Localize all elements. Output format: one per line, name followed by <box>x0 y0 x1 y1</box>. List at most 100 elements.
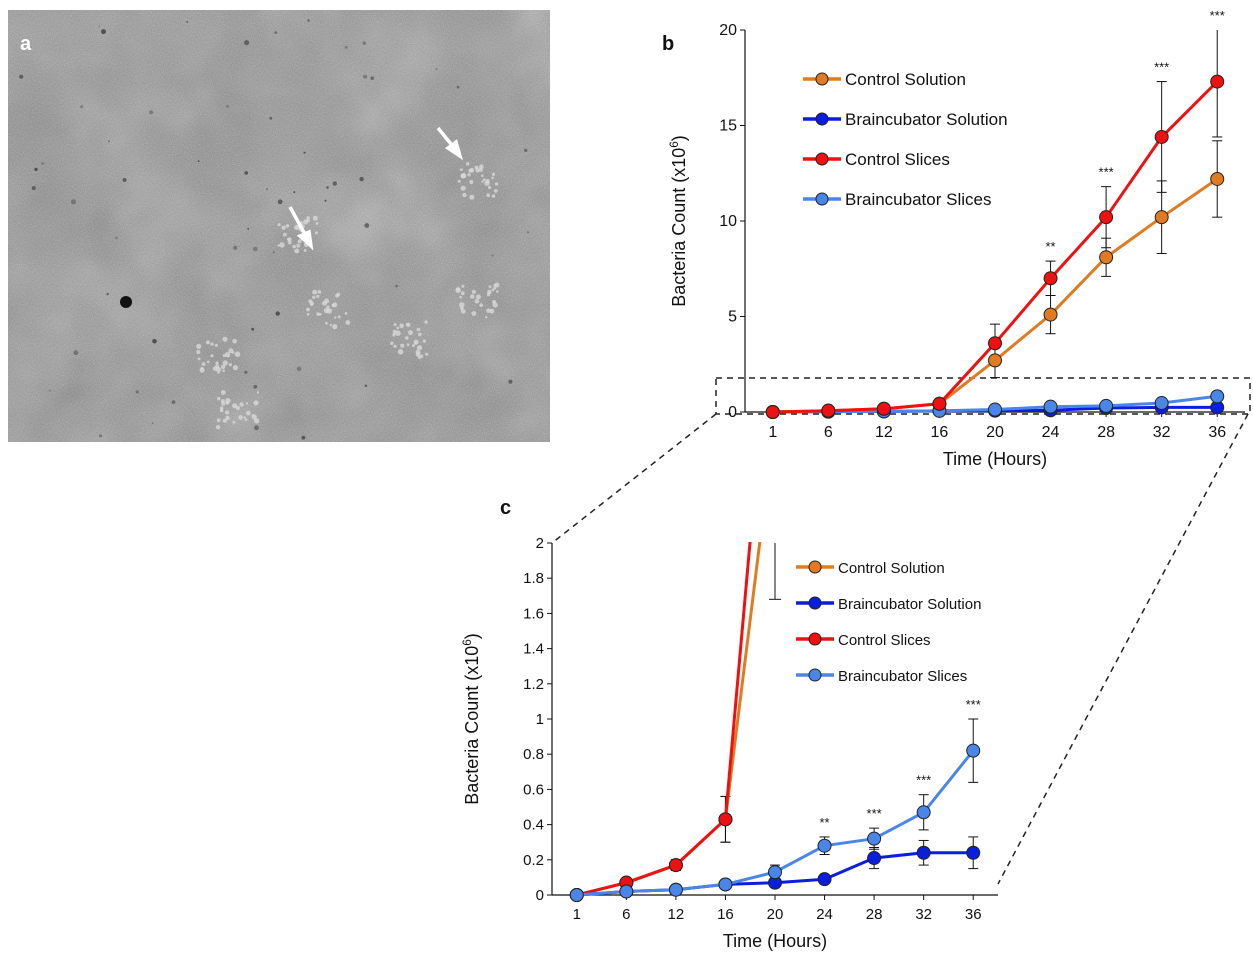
x-tick-label: 28 <box>1097 424 1115 441</box>
x-tick-label: 36 <box>1208 424 1226 441</box>
data-point <box>765 405 780 419</box>
data-point <box>821 403 836 418</box>
y-tick-label: 0 <box>536 887 544 904</box>
data-point <box>916 845 931 860</box>
significance-label: *** <box>916 773 931 788</box>
data-point <box>619 884 634 899</box>
data-point <box>916 805 931 820</box>
data-point <box>668 858 683 873</box>
y-tick-label: 0 <box>728 404 737 421</box>
panel-label-c: c <box>500 497 511 519</box>
x-tick-label: 32 <box>915 906 932 923</box>
series-line <box>576 542 762 897</box>
data-point <box>1099 210 1114 225</box>
x-tick-label: 28 <box>866 906 883 923</box>
x-tick-label: 20 <box>767 906 784 923</box>
zoom-region <box>715 377 1251 415</box>
x-tick-label: 32 <box>1153 424 1171 441</box>
data-point <box>817 838 832 853</box>
legend-marker <box>815 152 829 166</box>
legend-label: Braincubator Slices <box>845 190 991 209</box>
data-point <box>1099 398 1114 413</box>
legend-marker <box>815 112 829 126</box>
legend-marker <box>808 632 822 646</box>
legend-label: Control Solution <box>838 560 945 577</box>
x-axis-label: Time (Hours) <box>943 449 1047 469</box>
y-tick-label: 10 <box>719 213 737 230</box>
data-point <box>1154 396 1169 411</box>
data-point <box>876 401 891 416</box>
y-tick-label: 1.6 <box>523 605 544 622</box>
data-point <box>988 402 1002 417</box>
data-point <box>1210 74 1225 89</box>
data-point <box>768 865 782 880</box>
panel-label-a: a <box>20 33 32 55</box>
data-point <box>668 882 683 897</box>
data-point <box>817 872 832 887</box>
data-point <box>1099 250 1114 265</box>
data-point <box>718 877 733 892</box>
y-tick-label: 20 <box>719 22 737 39</box>
y-tick-label: 1.2 <box>523 676 544 693</box>
significance-label: *** <box>1099 165 1114 180</box>
x-tick-label: 24 <box>816 906 833 923</box>
arrow-icon <box>436 126 463 161</box>
legend-label: Control Slices <box>838 632 931 649</box>
panel-label-b: b <box>662 33 674 55</box>
data-point <box>1043 399 1058 414</box>
legend-label: Control Solution <box>845 70 966 89</box>
legend-label: Braincubator Slices <box>838 668 967 685</box>
legend-label: Braincubator Solution <box>845 110 1008 129</box>
zoom-connector <box>997 413 1249 885</box>
legend-marker <box>808 668 822 682</box>
data-point <box>1043 307 1058 322</box>
y-tick-label: 0.6 <box>523 781 544 798</box>
x-tick-label: 16 <box>717 906 734 923</box>
data-point <box>867 831 882 846</box>
data-point <box>932 396 947 411</box>
y-tick-label: 1 <box>536 711 544 728</box>
x-tick-label: 12 <box>668 906 685 923</box>
y-tick-label: 1.8 <box>523 570 544 587</box>
data-point <box>867 851 882 866</box>
significance-label: *** <box>867 806 882 821</box>
zoom-connector <box>551 413 717 544</box>
data-point <box>1210 171 1225 186</box>
significance-label: ** <box>819 815 829 830</box>
x-tick-label: 12 <box>875 424 893 441</box>
significance-label: *** <box>966 697 981 712</box>
y-tick-label: 1.4 <box>523 641 544 658</box>
y-tick-label: 0.8 <box>523 746 544 763</box>
data-point <box>966 845 981 860</box>
data-point <box>1210 389 1225 404</box>
data-point <box>1154 210 1169 225</box>
x-tick-label: 36 <box>965 906 982 923</box>
x-tick-label: 24 <box>1042 424 1060 441</box>
data-point <box>988 336 1002 351</box>
y-tick-label: 0.4 <box>523 817 544 834</box>
legend-label: Control Slices <box>845 150 950 169</box>
data-point <box>569 888 584 902</box>
significance-label: *** <box>1154 60 1169 75</box>
legend-marker <box>815 72 829 86</box>
x-tick-label: 16 <box>931 424 949 441</box>
y-tick-label: 5 <box>728 309 737 326</box>
x-tick-label: 6 <box>622 906 630 923</box>
microscopy-image <box>8 10 550 442</box>
legend-marker <box>808 596 822 610</box>
arrow-icon <box>288 206 314 251</box>
data-point <box>966 743 981 758</box>
y-tick-label: 2 <box>536 535 544 552</box>
x-tick-label: 6 <box>824 424 833 441</box>
data-point <box>988 353 1002 368</box>
data-point <box>1154 129 1169 144</box>
data-point <box>1043 271 1058 286</box>
significance-label: *** <box>1210 8 1225 23</box>
chart-c: 00.20.40.60.811.21.41.61.821 6 12 16 20 24 28 3… <box>461 535 998 951</box>
significance-label: ** <box>1045 239 1055 254</box>
x-tick-label: 20 <box>986 424 1004 441</box>
y-tick-label: 0.2 <box>523 852 544 869</box>
x-tick-label: 1 <box>768 424 777 441</box>
